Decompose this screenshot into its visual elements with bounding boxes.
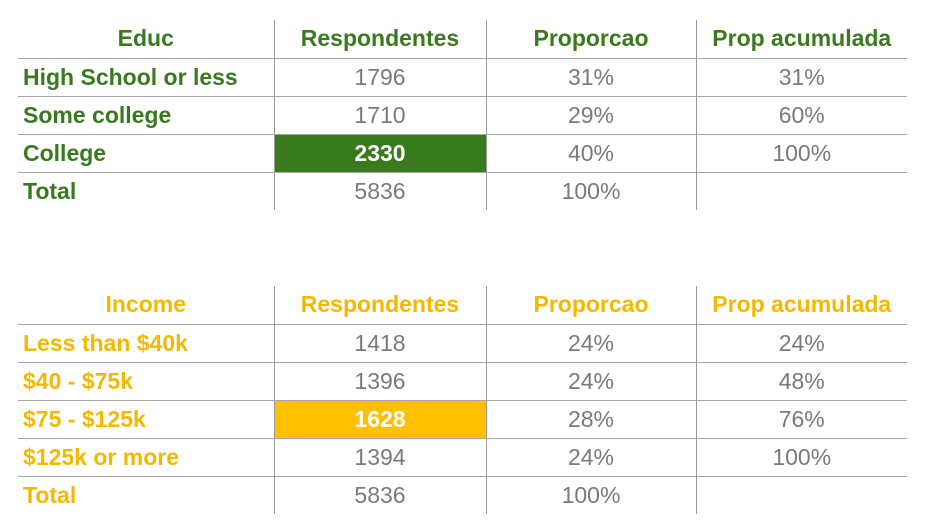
- row-label: $75 - $125k: [18, 400, 274, 439]
- cell-proporcao: 100%: [485, 172, 696, 210]
- header-prop-acumulada: Prop acumulada: [695, 286, 907, 325]
- table-row: $125k or more 1394 24% 100%: [18, 438, 907, 477]
- table-row: Some college 1710 29% 60%: [18, 96, 907, 135]
- header-prop-acumulada: Prop acumulada: [695, 20, 907, 59]
- cell-proporcao: 24%: [485, 362, 696, 401]
- cell-respondentes: 1710: [273, 96, 486, 135]
- table-header-row: Educ Respondentes Proporcao Prop acumula…: [18, 20, 907, 59]
- cell-prop-acumulada: 100%: [695, 438, 907, 477]
- cell-prop-acumulada: 24%: [695, 324, 907, 363]
- cell-prop-acumulada: [695, 476, 907, 514]
- income-table: Income Respondentes Proporcao Prop acumu…: [18, 286, 907, 514]
- cell-respondentes: 5836: [273, 172, 486, 210]
- cell-prop-acumulada: 100%: [695, 134, 907, 173]
- row-label: Some college: [18, 96, 274, 135]
- cell-respondentes: 1396: [273, 362, 486, 401]
- educ-table: Educ Respondentes Proporcao Prop acumula…: [18, 20, 907, 210]
- cell-proporcao: 31%: [485, 58, 696, 97]
- cell-prop-acumulada: 60%: [695, 96, 907, 135]
- header-educ: Educ: [18, 20, 274, 59]
- row-label: Total: [23, 481, 77, 508]
- cell-proporcao: 40%: [485, 134, 696, 173]
- row-label: $40 - $75k: [18, 362, 274, 401]
- cell-respondentes: 5836: [273, 476, 486, 514]
- table-row: Less than $40k 1418 24% 24%: [18, 324, 907, 363]
- total-row: Total 5836 100%: [18, 172, 907, 210]
- row-label: Less than $40k: [18, 324, 274, 363]
- table-row: College 2330 40% 100%: [18, 134, 907, 173]
- table-header-row: Income Respondentes Proporcao Prop acumu…: [18, 286, 907, 325]
- row-label: Total: [23, 177, 77, 204]
- header-proporcao: Proporcao: [485, 286, 696, 325]
- row-label: $125k or more: [18, 438, 274, 477]
- highlighted-cell: 1628: [273, 400, 486, 439]
- header-respondentes: Respondentes: [273, 286, 486, 325]
- table-row: $40 - $75k 1396 24% 48%: [18, 362, 907, 401]
- cell-proporcao: 28%: [485, 400, 696, 439]
- row-label: College: [18, 134, 274, 173]
- cell-respondentes: 1796: [273, 58, 486, 97]
- cell-proporcao: 24%: [485, 324, 696, 363]
- table-row: High School or less 1796 31% 31%: [18, 58, 907, 97]
- cell-prop-acumulada: 48%: [695, 362, 907, 401]
- header-respondentes: Respondentes: [273, 20, 486, 59]
- table-row: $75 - $125k 1628 28% 76%: [18, 400, 907, 439]
- cell-proporcao: 24%: [485, 438, 696, 477]
- cell-prop-acumulada: [695, 172, 907, 210]
- total-row: Total 5836 100%: [18, 476, 907, 514]
- cell-proporcao: 29%: [485, 96, 696, 135]
- highlighted-cell: 2330: [273, 134, 486, 173]
- cell-prop-acumulada: 76%: [695, 400, 907, 439]
- cell-respondentes: 1418: [273, 324, 486, 363]
- header-income: Income: [18, 286, 274, 325]
- cell-prop-acumulada: 31%: [695, 58, 907, 97]
- cell-respondentes: 1394: [273, 438, 486, 477]
- cell-proporcao: 100%: [485, 476, 696, 514]
- header-proporcao: Proporcao: [485, 20, 696, 59]
- row-label: High School or less: [18, 58, 274, 97]
